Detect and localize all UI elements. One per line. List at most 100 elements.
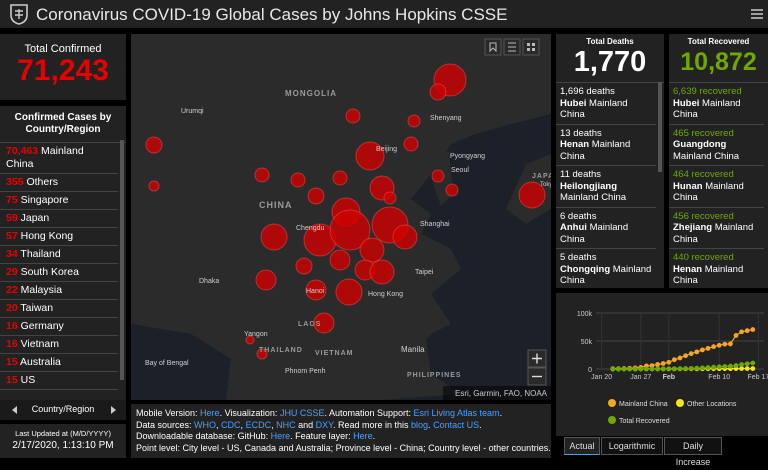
data-point[interactable] [678, 366, 683, 371]
data-point[interactable] [638, 367, 643, 372]
case-bubble[interactable] [432, 170, 444, 182]
data-point[interactable] [694, 366, 699, 371]
data-point[interactable] [661, 366, 666, 371]
info-link[interactable]: CDC [221, 420, 241, 430]
region-row[interactable]: 34 Thailand [0, 246, 118, 264]
next-arrow[interactable] [108, 405, 118, 415]
data-point[interactable] [717, 364, 722, 369]
data-point[interactable] [672, 366, 677, 371]
data-point[interactable] [745, 328, 750, 333]
info-link[interactable]: blog [411, 420, 428, 430]
case-bubble[interactable] [446, 184, 458, 196]
data-point[interactable] [633, 367, 638, 372]
case-bubble[interactable] [384, 192, 396, 204]
case-bubble[interactable] [261, 224, 287, 250]
region-row[interactable]: 57 Hong Kong [0, 228, 118, 246]
data-point[interactable] [689, 351, 694, 356]
data-point[interactable] [650, 367, 655, 372]
data-point[interactable] [661, 361, 666, 366]
case-bubble[interactable] [308, 188, 324, 204]
info-link[interactable]: Here [271, 431, 291, 441]
case-bubble[interactable] [336, 279, 362, 305]
case-bubble[interactable] [370, 260, 394, 284]
data-point[interactable] [734, 333, 739, 338]
case-bubble[interactable] [330, 250, 350, 270]
data-point[interactable] [666, 366, 671, 371]
case-bubble[interactable] [291, 173, 305, 187]
data-point[interactable] [655, 362, 660, 367]
zoom-controls[interactable] [528, 350, 546, 385]
info-link[interactable]: Contact US [433, 420, 479, 430]
case-bubble[interactable] [404, 137, 418, 151]
info-link[interactable]: ECDC [246, 420, 272, 430]
chart-tab[interactable]: Daily Increase [664, 437, 722, 455]
map[interactable]: MONGOLIAUrumqiBeijingShenyangPyongyangSe… [131, 34, 551, 400]
data-point[interactable] [711, 344, 716, 349]
info-link[interactable]: NHC [276, 420, 296, 430]
prev-arrow[interactable] [10, 405, 20, 415]
info-link[interactable]: Esri Living Atlas team [414, 408, 500, 418]
region-row[interactable]: 75 Singapore [0, 192, 118, 210]
data-point[interactable] [711, 365, 716, 370]
region-row[interactable]: 15 Australia [0, 354, 118, 372]
case-bubble[interactable] [360, 238, 384, 262]
data-point[interactable] [644, 367, 649, 372]
case-bubble[interactable] [296, 258, 312, 274]
map-toolbar[interactable] [485, 39, 539, 55]
data-point[interactable] [678, 356, 683, 361]
data-point[interactable] [750, 366, 755, 371]
case-bubble[interactable] [393, 225, 417, 249]
region-row[interactable]: 16 Vietnam [0, 336, 118, 354]
region-row[interactable]: 15 US [0, 372, 118, 390]
data-point[interactable] [700, 347, 705, 352]
data-point[interactable] [750, 361, 755, 366]
info-link[interactable]: JHU CSSE [280, 408, 325, 418]
info-link[interactable]: WHO [194, 420, 216, 430]
data-point[interactable] [734, 363, 739, 368]
data-point[interactable] [722, 342, 727, 347]
chart-tab[interactable]: Actual [564, 437, 600, 455]
data-point[interactable] [694, 349, 699, 354]
data-point[interactable] [689, 366, 694, 371]
data-point[interactable] [745, 366, 750, 371]
case-bubble[interactable] [346, 109, 360, 123]
bookmark-button[interactable] [485, 39, 501, 55]
data-point[interactable] [700, 365, 705, 370]
chart-tab[interactable]: Logarithmic [601, 437, 663, 455]
case-bubble[interactable] [146, 137, 162, 153]
data-point[interactable] [622, 367, 627, 372]
data-point[interactable] [739, 362, 744, 367]
basemap-button[interactable] [523, 39, 539, 55]
data-point[interactable] [706, 365, 711, 370]
data-point[interactable] [722, 364, 727, 369]
data-point[interactable] [616, 367, 621, 372]
data-point[interactable] [706, 346, 711, 351]
data-point[interactable] [728, 364, 733, 369]
region-row[interactable]: 70,463 Mainland China [0, 143, 118, 174]
data-point[interactable] [728, 342, 733, 347]
region-row[interactable]: 22 Malaysia [0, 282, 118, 300]
region-row[interactable]: 16 Germany [0, 318, 118, 336]
data-point[interactable] [655, 367, 660, 372]
case-bubble[interactable] [149, 181, 159, 191]
data-point[interactable] [672, 357, 677, 362]
region-row[interactable]: 20 Taiwan [0, 300, 118, 318]
case-bubble[interactable] [256, 270, 276, 290]
data-point[interactable] [750, 327, 755, 332]
case-bubble[interactable] [408, 115, 420, 127]
info-link[interactable]: Here [200, 408, 220, 418]
data-point[interactable] [739, 329, 744, 334]
data-point[interactable] [717, 343, 722, 348]
region-row[interactable]: 29 South Korea [0, 264, 118, 282]
info-link[interactable]: DXY [316, 420, 333, 430]
